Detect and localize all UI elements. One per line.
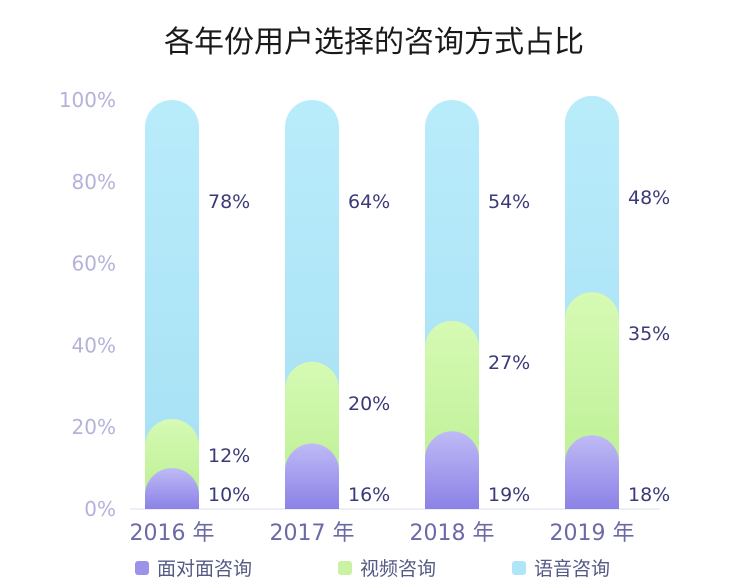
data-label-video: 27% [488, 352, 530, 374]
legend-item-voice: 语音咨询 [512, 558, 610, 580]
data-label-video: 35% [628, 323, 670, 345]
bar-segment-face-to-face [145, 468, 199, 509]
legend-item-face-to-face: 面对面咨询 [135, 558, 252, 580]
data-label-video: 20% [348, 393, 390, 415]
legend-swatch [512, 561, 526, 575]
data-label-face-to-face: 18% [628, 484, 670, 506]
bar-segment-face-to-face [425, 431, 479, 509]
y-tick-label: 0% [84, 497, 116, 521]
data-label-voice: 64% [348, 191, 390, 213]
x-tick-label: 2018 年 [410, 521, 495, 546]
data-label-face-to-face: 16% [348, 484, 390, 506]
data-label-voice: 78% [208, 191, 250, 213]
legend-swatch [338, 561, 352, 575]
data-label-voice: 54% [488, 191, 530, 213]
data-label-face-to-face: 19% [488, 484, 530, 506]
y-tick-label: 80% [72, 170, 116, 194]
legend-label: 语音咨询 [534, 558, 610, 580]
y-tick-label: 60% [72, 252, 116, 276]
bar-segment-face-to-face [565, 435, 619, 509]
chart-title: 各年份用户选择的咨询方式占比 [164, 25, 584, 60]
x-axis: 2016 年 2017 年 2018 年 2019 年 [130, 521, 635, 546]
legend-item-video: 视频咨询 [338, 558, 436, 580]
bar-segment-face-to-face [285, 443, 339, 509]
bars [145, 95, 619, 509]
x-tick-label: 2017 年 [270, 521, 355, 546]
y-axis: 0% 20% 40% 60% 80% 100% [59, 88, 116, 521]
legend-label: 面对面咨询 [157, 558, 252, 580]
data-label-voice: 48% [628, 187, 670, 209]
legend: 面对面咨询 视频咨询 语音咨询 [135, 558, 610, 580]
legend-label: 视频咨询 [360, 558, 436, 580]
y-tick-label: 100% [59, 88, 116, 112]
data-labels: 10% 12% 78% 16% 20% 64% 19% 27% 54% 18% 35% 48% [208, 187, 670, 506]
bar-segment-voice [145, 100, 199, 509]
data-label-face-to-face: 10% [208, 484, 250, 506]
legend-swatch [135, 561, 149, 575]
x-tick-label: 2016 年 [130, 521, 215, 546]
y-tick-label: 20% [72, 415, 116, 439]
data-label-video: 12% [208, 445, 250, 467]
x-tick-label: 2019 年 [550, 521, 635, 546]
y-tick-label: 40% [72, 333, 116, 357]
